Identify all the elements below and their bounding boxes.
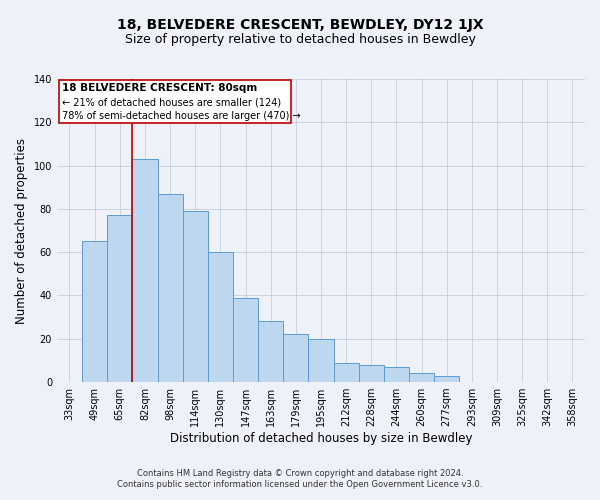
Text: 18, BELVEDERE CRESCENT, BEWDLEY, DY12 1JX: 18, BELVEDERE CRESCENT, BEWDLEY, DY12 1J…	[116, 18, 484, 32]
Bar	[82, 242, 107, 382]
Bar	[233, 298, 258, 382]
Text: 78% of semi-detached houses are larger (470) →: 78% of semi-detached houses are larger (…	[62, 112, 301, 122]
Bar	[107, 216, 133, 382]
Text: Contains public sector information licensed under the Open Government Licence v3: Contains public sector information licen…	[118, 480, 482, 489]
Bar	[359, 365, 384, 382]
Text: Contains HM Land Registry data © Crown copyright and database right 2024.: Contains HM Land Registry data © Crown c…	[137, 468, 463, 477]
Bar	[182, 211, 208, 382]
Bar	[384, 367, 409, 382]
X-axis label: Distribution of detached houses by size in Bewdley: Distribution of detached houses by size …	[170, 432, 472, 445]
Bar	[409, 374, 434, 382]
Y-axis label: Number of detached properties: Number of detached properties	[15, 138, 28, 324]
Bar	[434, 376, 459, 382]
Bar	[308, 339, 334, 382]
Bar	[158, 194, 182, 382]
Bar	[208, 252, 233, 382]
Text: 18 BELVEDERE CRESCENT: 80sqm: 18 BELVEDERE CRESCENT: 80sqm	[62, 84, 257, 94]
Bar	[258, 322, 283, 382]
Bar	[283, 334, 308, 382]
Bar	[133, 159, 158, 382]
Bar	[334, 362, 359, 382]
Text: Size of property relative to detached houses in Bewdley: Size of property relative to detached ho…	[125, 32, 475, 46]
Text: ← 21% of detached houses are smaller (124): ← 21% of detached houses are smaller (12…	[62, 98, 281, 108]
